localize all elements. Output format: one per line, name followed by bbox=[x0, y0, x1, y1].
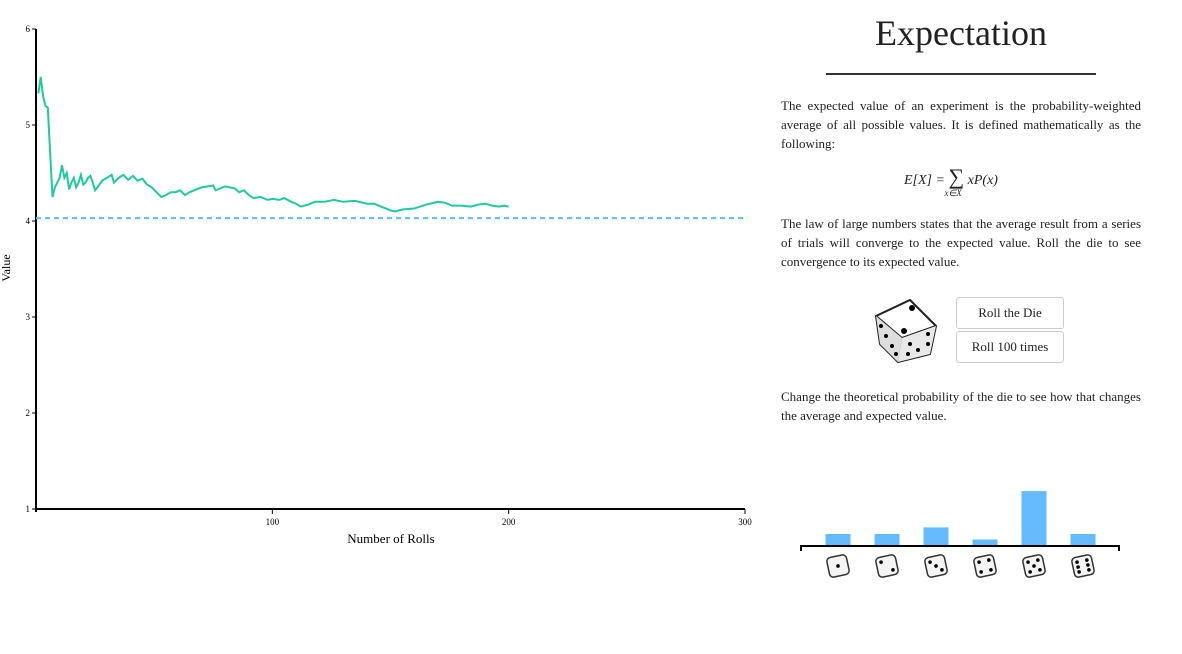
y-tick-label: 6 bbox=[26, 24, 31, 34]
probability-bar bbox=[972, 539, 998, 545]
probability-bar bbox=[825, 534, 851, 545]
x-axis-label: Number of Rolls bbox=[347, 531, 434, 546]
die-face-icon[interactable] bbox=[973, 554, 997, 578]
roll-100-button[interactable]: Roll 100 times bbox=[956, 331, 1064, 363]
y-tick-label: 2 bbox=[26, 408, 31, 418]
die-face-icon[interactable] bbox=[1022, 554, 1046, 578]
probability-bar bbox=[874, 534, 900, 545]
running-average-line bbox=[37, 76, 509, 213]
y-tick-label: 4 bbox=[26, 216, 31, 226]
formula-sum: ∑ bbox=[948, 164, 965, 189]
x-tick-label: 300 bbox=[738, 517, 752, 527]
y-axis-label: Value bbox=[0, 254, 13, 281]
die-face-icon[interactable] bbox=[875, 554, 899, 578]
die-face-icon[interactable] bbox=[924, 554, 948, 578]
formula: E[X] = ∑ x∈X xP(x) bbox=[904, 164, 998, 198]
formula-lhs: E[X] = bbox=[904, 173, 945, 188]
formula-rhs: xP(x) bbox=[967, 173, 998, 188]
die-face-icon[interactable] bbox=[1071, 554, 1095, 578]
die-icon[interactable] bbox=[872, 296, 942, 366]
probability-bar-chart bbox=[800, 491, 1120, 578]
line-chart: Number of Rolls Value 1 2 3 4 5 6 100 200 300 bbox=[0, 24, 752, 546]
panel-title: Expectation bbox=[875, 13, 1047, 53]
formula-sub: x∈X bbox=[944, 188, 962, 198]
y-tick-label: 5 bbox=[26, 120, 31, 130]
x-tick-label: 100 bbox=[266, 517, 280, 527]
x-tick-label: 200 bbox=[502, 517, 516, 527]
y-tick-label: 3 bbox=[26, 312, 31, 322]
die-face-icon[interactable] bbox=[826, 554, 850, 578]
probability-bar bbox=[1021, 491, 1047, 545]
paragraph: The expected value of an experiment is t… bbox=[781, 98, 1141, 151]
probability-bar bbox=[923, 527, 949, 545]
y-tick-label: 1 bbox=[26, 504, 31, 514]
paragraph: Change the theoretical probability of th… bbox=[781, 389, 1141, 423]
roll-button[interactable]: Roll the Die bbox=[956, 297, 1064, 329]
title-underline bbox=[826, 73, 1096, 75]
paragraph: The law of large numbers states that the… bbox=[781, 216, 1141, 269]
probability-bar bbox=[1070, 534, 1096, 545]
